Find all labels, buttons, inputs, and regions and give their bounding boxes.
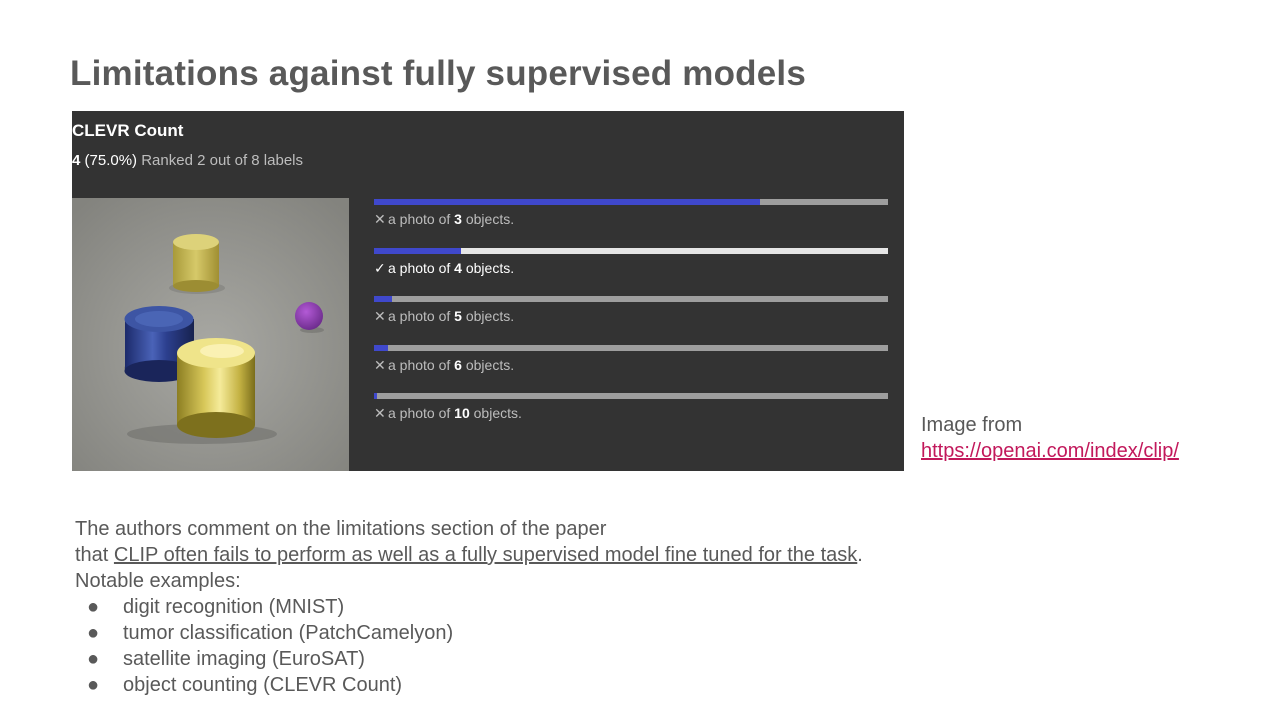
body-line-1: The authors comment on the limitations s… xyxy=(75,518,607,540)
bullet-icon: ● xyxy=(87,648,100,670)
label-number: 6 xyxy=(454,356,462,373)
score-bar-fill xyxy=(374,247,462,254)
limitations-link[interactable]: CLIP often fails to perform as well as a… xyxy=(113,544,858,566)
label-suffix: objects. xyxy=(461,356,515,373)
score-bar xyxy=(374,247,888,254)
score-bar xyxy=(374,199,888,205)
list-item-text: digit recognition (MNIST) xyxy=(123,596,345,618)
credit-text: Image from xyxy=(921,414,1023,436)
label-row: ✕ a photo of 3 objects. xyxy=(374,199,888,248)
body-line-2-prefix: that xyxy=(75,544,114,566)
label-suffix: objects. xyxy=(461,259,515,276)
predicted-count: 4 xyxy=(72,152,81,169)
score-bar-fill xyxy=(374,296,392,302)
label-text: ✕ a photo of 5 objects. xyxy=(374,308,514,325)
panel-score: 4 (75.0%) Ranked 2 out of 8 labels xyxy=(72,152,303,169)
prediction-confidence: (75.0%) xyxy=(84,152,138,169)
incorrect-mark-icon: ✕ xyxy=(374,405,386,421)
list-item-text: satellite imaging (EuroSAT) xyxy=(123,648,365,670)
list-item-text: tumor classification (PatchCamelyon) xyxy=(123,622,454,644)
label-text: ✕ a photo of 10 objects. xyxy=(374,405,522,422)
purple-sphere xyxy=(295,302,324,333)
image-credit: Image from https://openai.com/index/clip… xyxy=(921,412,1179,464)
examples-list: ● digit recognition (MNIST) ● tumor classi… xyxy=(75,594,863,698)
label-row: ✕ a photo of 6 objects. xyxy=(374,344,888,394)
label-suffix: objects. xyxy=(461,211,515,227)
list-item: ● satellite imaging (EuroSAT) xyxy=(75,646,863,672)
label-number: 5 xyxy=(454,308,462,324)
label-row: ✕ a photo of 10 objects. xyxy=(374,393,888,442)
bullet-icon: ● xyxy=(87,674,100,696)
blue-cylinder xyxy=(124,306,194,382)
score-bar-fill xyxy=(374,344,389,351)
small-yellow-cylinder xyxy=(173,234,219,292)
score-bar xyxy=(374,393,888,399)
clevr-count-panel: CLEVR Count 4 (75.0%) Ranked 2 out of 8 … xyxy=(72,111,904,471)
large-yellow-cylinder xyxy=(177,338,255,438)
label-prefix: a photo of xyxy=(388,211,455,227)
label-prefix: a photo of xyxy=(388,259,455,276)
slide-title: Limitations against fully supervised mod… xyxy=(70,54,806,93)
label-number: 10 xyxy=(454,405,470,421)
score-bar xyxy=(374,344,888,351)
label-text: ✓ a photo of 4 objects. xyxy=(374,260,514,277)
list-item: ● object counting (CLEVR Count) xyxy=(75,672,863,698)
label-number: 4 xyxy=(454,259,462,276)
check-mark-icon: ✓ xyxy=(374,259,386,276)
label-suffix: objects. xyxy=(461,308,515,324)
rank-text: Ranked 2 out of 8 labels xyxy=(141,152,303,169)
body-line-3: Notable examples: xyxy=(75,570,241,592)
incorrect-mark-icon: ✕ xyxy=(374,211,386,227)
incorrect-mark-icon: ✕ xyxy=(374,356,386,373)
score-bar-fill xyxy=(374,393,377,399)
list-item: ● digit recognition (MNIST) xyxy=(75,594,863,620)
label-text: ✕ a photo of 6 objects. xyxy=(374,357,514,374)
list-item-text: object counting (CLEVR Count) xyxy=(123,674,403,696)
body-line-2: that CLIP often fails to perform as well… xyxy=(75,542,863,568)
label-suffix: objects. xyxy=(469,405,522,421)
label-number: 3 xyxy=(454,211,462,227)
list-item: ● tumor classification (PatchCamelyon) xyxy=(75,620,863,646)
label-text: ✕ a photo of 3 objects. xyxy=(374,211,514,228)
clevr-scene-image xyxy=(72,198,349,471)
label-prefix: a photo of xyxy=(388,356,455,373)
score-bar xyxy=(374,296,888,302)
label-list: ✕ a photo of 3 objects. ✓ a photo of 4 obj… xyxy=(374,199,888,442)
bullet-icon: ● xyxy=(87,596,100,618)
clevr-scene-illustration xyxy=(72,198,349,471)
incorrect-mark-icon: ✕ xyxy=(374,308,386,324)
bullet-icon: ● xyxy=(87,622,100,644)
body-text: The authors comment on the limitations s… xyxy=(75,516,863,698)
label-prefix: a photo of xyxy=(388,308,455,324)
body-line-2-suffix: . xyxy=(857,544,863,566)
label-prefix: a photo of xyxy=(388,405,455,421)
credit-link[interactable]: https://openai.com/index/clip/ xyxy=(921,440,1179,462)
label-row: ✕ a photo of 5 objects. xyxy=(374,296,888,345)
label-row: ✓ a photo of 4 objects. xyxy=(374,247,888,297)
panel-title: CLEVR Count xyxy=(72,121,184,140)
score-bar-fill xyxy=(374,199,760,205)
